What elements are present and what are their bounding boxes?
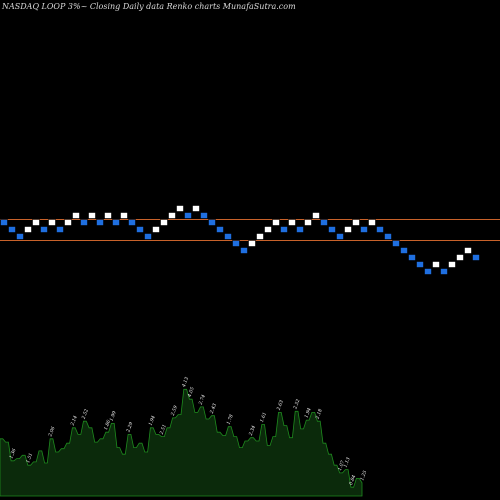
renko-brick-down bbox=[392, 240, 400, 247]
volume-label: 2.34 bbox=[248, 425, 258, 438]
renko-brick-down bbox=[240, 247, 248, 254]
renko-brick-down bbox=[416, 261, 424, 268]
renko-brick-up bbox=[464, 247, 472, 254]
volume-label: 2.52 bbox=[80, 408, 90, 421]
renko-brick-up bbox=[32, 219, 40, 226]
renko-brick-down bbox=[136, 226, 144, 233]
renko-bricks bbox=[0, 205, 480, 275]
renko-brick-up bbox=[288, 219, 296, 226]
renko-brick-up bbox=[248, 240, 256, 247]
renko-brick-down bbox=[336, 233, 344, 240]
volume-label: 2.06 bbox=[47, 426, 57, 439]
volume-label: 2.18 bbox=[314, 408, 324, 421]
volume-label: 2.74 bbox=[197, 394, 207, 407]
renko-brick-up bbox=[24, 226, 32, 233]
renko-brick-up bbox=[304, 219, 312, 226]
chart-title: NASDAQ LOOP 3%~ Closing Daily data Renko… bbox=[1, 2, 296, 11]
renko-brick-down bbox=[376, 226, 384, 233]
renko-brick-down bbox=[424, 268, 432, 275]
renko-brick-down bbox=[296, 226, 304, 233]
renko-brick-down bbox=[208, 219, 216, 226]
renko-brick-down bbox=[0, 219, 8, 226]
volume-label: 1.07 bbox=[337, 460, 346, 472]
volume-label: 1.51 bbox=[25, 452, 34, 464]
volume-label: 1.61 bbox=[259, 411, 268, 423]
renko-brick-down bbox=[56, 226, 64, 233]
renko-brick-up bbox=[344, 226, 352, 233]
renko-brick-up bbox=[88, 212, 96, 219]
renko-brick-up bbox=[368, 219, 376, 226]
renko-brick-up bbox=[432, 261, 440, 268]
renko-brick-down bbox=[384, 233, 392, 240]
renko-brick-up bbox=[64, 219, 72, 226]
renko-brick-up bbox=[176, 205, 184, 212]
volume-label: 2.59 bbox=[170, 405, 180, 418]
renko-brick-up bbox=[152, 226, 160, 233]
volume-label: 2.52 bbox=[292, 398, 302, 411]
volume-label: 1.78 bbox=[226, 414, 235, 426]
renko-brick-down bbox=[328, 226, 336, 233]
renko-brick-down bbox=[128, 219, 136, 226]
volume-label: 4.05 bbox=[186, 386, 196, 399]
renko-brick-down bbox=[144, 233, 152, 240]
renko-brick-down bbox=[200, 212, 208, 219]
volume-label: 2.43 bbox=[209, 403, 219, 416]
renko-brick-down bbox=[80, 219, 88, 226]
renko-brick-up bbox=[456, 254, 464, 261]
volume-label: 4.13 bbox=[181, 376, 191, 389]
renko-brick-down bbox=[440, 268, 448, 275]
renko-brick-up bbox=[448, 261, 456, 268]
renko-brick-down bbox=[408, 254, 416, 261]
volume-label: 1.94 bbox=[304, 407, 313, 419]
renko-brick-down bbox=[232, 240, 240, 247]
volume-area bbox=[0, 388, 363, 497]
volume-label: 1.36 bbox=[8, 448, 17, 460]
renko-brick-down bbox=[112, 219, 120, 226]
renko-brick-up bbox=[256, 233, 264, 240]
renko-brick-up bbox=[120, 212, 128, 219]
volume-label: 1.86 bbox=[103, 419, 112, 431]
volume-label: 1.94 bbox=[148, 415, 157, 427]
renko-brick-down bbox=[280, 226, 288, 233]
volume-area-path bbox=[0, 388, 363, 497]
renko-brick-down bbox=[40, 226, 48, 233]
renko-brick-up bbox=[312, 212, 320, 219]
renko-brick-up bbox=[264, 226, 272, 233]
renko-brick-up bbox=[72, 212, 80, 219]
renko-brick-down bbox=[184, 212, 192, 219]
volume-label: 2.63 bbox=[275, 399, 285, 412]
renko-brick-up bbox=[352, 219, 360, 226]
volume-label: 1.25 bbox=[359, 470, 368, 482]
renko-brick-down bbox=[472, 254, 480, 261]
volume-label: 2.29 bbox=[125, 421, 135, 434]
renko-brick-up bbox=[272, 219, 280, 226]
renko-brick-up bbox=[160, 219, 168, 226]
renko-brick-down bbox=[96, 219, 104, 226]
renko-brick-up bbox=[168, 212, 176, 219]
renko-brick-down bbox=[400, 247, 408, 254]
renko-brick-up bbox=[48, 219, 56, 226]
renko-brick-up bbox=[104, 212, 112, 219]
renko-brick-up bbox=[192, 205, 200, 212]
renko-brick-down bbox=[8, 226, 16, 233]
renko-brick-down bbox=[360, 226, 368, 233]
volume-label: 1.13 bbox=[343, 457, 352, 469]
volume-label: 1.99 bbox=[109, 410, 118, 422]
renko-brick-down bbox=[16, 233, 24, 240]
renko-brick-down bbox=[216, 226, 224, 233]
renko-brick-down bbox=[320, 219, 328, 226]
volume-label: 2.51 bbox=[158, 424, 168, 437]
volume-label: 2.14 bbox=[69, 415, 79, 428]
volume-label: 0.84 bbox=[348, 474, 357, 486]
volume-labels: 1.36 1.512.062.142.521.861.992.291.942.51… bbox=[8, 376, 368, 486]
renko-brick-down bbox=[224, 233, 232, 240]
